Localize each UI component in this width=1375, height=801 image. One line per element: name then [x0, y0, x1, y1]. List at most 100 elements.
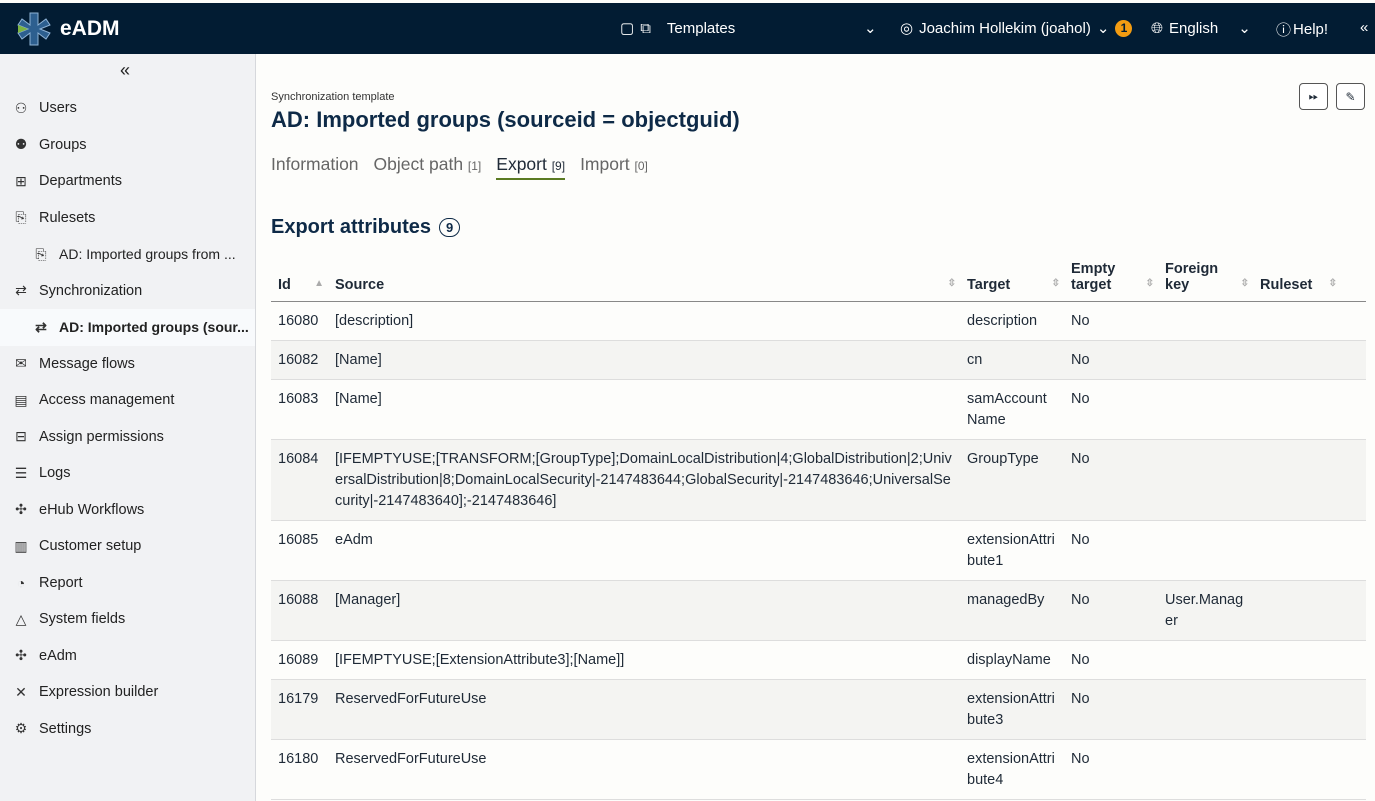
- sidebar-item-ehub-workflows[interactable]: ✣ eHub Workflows: [0, 492, 255, 529]
- tab-export[interactable]: Export [9]: [496, 154, 566, 180]
- sidebar-item-logs[interactable]: ☰ Logs: [0, 455, 255, 492]
- column-header-target[interactable]: Target ⇳: [960, 257, 1064, 302]
- sidebar-item-label: Assign permissions: [39, 428, 164, 445]
- cell-empty-target: No: [1064, 340, 1158, 380]
- column-header-source[interactable]: Source ⇳: [328, 257, 960, 302]
- template-selector[interactable]: ▢ ⧉ Templates: [620, 19, 735, 38]
- row-filler: [1341, 580, 1366, 641]
- sidebar-item-report[interactable]: ◔ Report: [0, 565, 255, 602]
- column-label: Target: [967, 276, 1011, 293]
- table-row[interactable]: 16082 [Name] cn No: [271, 340, 1366, 380]
- tab-label: Object path: [373, 154, 464, 174]
- column-header-foreign-key[interactable]: Foreign key ⇳: [1158, 257, 1253, 302]
- row-filler: [1341, 520, 1366, 581]
- cell-source: [description]: [328, 301, 960, 341]
- sort-icon[interactable]: ⇳: [1051, 277, 1060, 289]
- sidebar-item-access-management[interactable]: ▤ Access management: [0, 382, 255, 419]
- table-row[interactable]: 16088 [Manager] managedBy No User.Manager: [271, 580, 1366, 641]
- sidebar-item-eadm[interactable]: ✣ eAdm: [0, 638, 255, 675]
- table-row[interactable]: 16180 ReservedForFutureUse extensionAttrib…: [271, 739, 1366, 800]
- row-filler: [1341, 739, 1366, 800]
- help-label: Help!: [1293, 21, 1329, 38]
- table-row[interactable]: 16089 [IFEMPTYUSE;[ExtensionAttribute3];[…: [271, 640, 1366, 680]
- logo[interactable]: eADM: [16, 11, 120, 47]
- section-heading: Export attributes 9: [271, 216, 461, 239]
- cell-empty-target: No: [1064, 739, 1158, 800]
- sidebar-item-rulesets[interactable]: ⎘ Rulesets: [0, 200, 255, 237]
- tab-import[interactable]: Import [0]: [580, 154, 648, 180]
- page-title: AD: Imported groups (sourceid = objectgu…: [271, 107, 740, 132]
- cell-ruleset: [1253, 439, 1341, 521]
- globe-icon: 🌐︎: [1151, 19, 1164, 37]
- tab-information[interactable]: Information: [271, 154, 359, 180]
- table-row[interactable]: 16084 [IFEMPTYUSE;[TRANSFORM;[GroupType];…: [271, 439, 1366, 521]
- sidebar-item-label: Settings: [39, 720, 92, 737]
- cell-target: extensionAttribute1: [960, 520, 1064, 581]
- sidebar-item-system-fields[interactable]: △ System fields: [0, 601, 255, 638]
- cell-source: [Manager]: [328, 580, 960, 641]
- cell-foreign-key: [1158, 340, 1253, 380]
- sidebar-item-message-flows[interactable]: ✉ Message flows: [0, 346, 255, 383]
- language-selector[interactable]: 🌐︎ English ⌄: [1151, 19, 1251, 38]
- sidebar-item-ad-imported-groups-sour[interactable]: ⇄ AD: Imported groups (sour...: [0, 309, 255, 346]
- row-filler: [1341, 679, 1366, 740]
- column-header-ruleset[interactable]: Ruleset ⇳: [1253, 257, 1341, 302]
- sidebar-item-synchronization[interactable]: ⇄ Synchronization: [0, 273, 255, 310]
- sort-icon[interactable]: ⇳: [1240, 277, 1249, 289]
- column-header-empty-target[interactable]: Empty target ⇳: [1064, 257, 1158, 302]
- cell-empty-target: No: [1064, 520, 1158, 581]
- cell-empty-target: No: [1064, 580, 1158, 641]
- sidebar-item-label: AD: Imported groups (sour...: [59, 319, 249, 336]
- building-icon: ▥: [14, 537, 28, 554]
- sort-icon[interactable]: ⇳: [1145, 277, 1154, 289]
- column-label: Ruleset: [1260, 276, 1313, 293]
- sort-icon[interactable]: ⇳: [947, 277, 956, 289]
- chevron-down-icon[interactable]: ⌄: [864, 20, 877, 37]
- edit-button[interactable]: ✎: [1336, 83, 1365, 110]
- top-bar: eADM ▢ ⧉ Templates ⌄ ◎ Joachim Hollekim (j…: [0, 3, 1375, 54]
- tab-count: [1]: [467, 159, 482, 173]
- cell-source: [Name]: [328, 379, 960, 440]
- sidebar-item-label: eAdm: [39, 647, 77, 664]
- sidebar-item-departments[interactable]: ⊞ Departments: [0, 163, 255, 200]
- sidebar-item-label: Logs: [39, 465, 71, 482]
- cell-ruleset: [1253, 580, 1341, 641]
- sidebar-item-groups[interactable]: ⚉ Groups: [0, 127, 255, 164]
- cell-foreign-key: [1158, 640, 1253, 680]
- column-header-id[interactable]: Id ▲: [271, 257, 328, 302]
- sort-icon[interactable]: ⇳: [1328, 277, 1337, 289]
- cell-target: managedBy: [960, 580, 1064, 641]
- collapse-sidebar-icon[interactable]: «: [120, 60, 131, 80]
- sidebar-item-label: Rulesets: [39, 209, 96, 226]
- notification-badge[interactable]: 1: [1115, 19, 1133, 37]
- cell-empty-target: No: [1064, 679, 1158, 740]
- sidebar-item-customer-setup[interactable]: ▥ Customer setup: [0, 528, 255, 565]
- cell-foreign-key: [1158, 679, 1253, 740]
- sidebar-item-settings[interactable]: ⚙ Settings: [0, 711, 255, 748]
- cell-target: displayName: [960, 640, 1064, 680]
- tab-object-path[interactable]: Object path [1]: [374, 154, 482, 180]
- sidebar-item-label: Access management: [39, 392, 175, 409]
- user-menu[interactable]: ◎ Joachim Hollekim (joahol) ⌄ 1: [900, 19, 1133, 37]
- sidebar-item-users[interactable]: ⚇ Users: [0, 90, 255, 127]
- table-row[interactable]: 16083 [Name] samAccountName No: [271, 379, 1366, 440]
- cell-foreign-key: User.Manager: [1158, 580, 1253, 641]
- table-row[interactable]: 16080 [description] description No: [271, 301, 1366, 341]
- gear-icon: ⚙: [14, 720, 28, 737]
- table-row[interactable]: 16179 ReservedForFutureUse extensionAttrib…: [271, 679, 1366, 740]
- help-link[interactable]: ⓘ Help!: [1276, 19, 1328, 40]
- sidebar-item-label: Groups: [39, 136, 87, 153]
- sidebar-item-expression-builder[interactable]: ✕ Expression builder: [0, 674, 255, 711]
- table-row[interactable]: 16085 eAdm extensionAttribute1 No: [271, 520, 1366, 581]
- tabs: Information Object path [1] Export [9] Imp…: [271, 154, 648, 180]
- cell-target: samAccountName: [960, 379, 1064, 440]
- sort-icon[interactable]: ▲: [314, 277, 324, 289]
- run-button[interactable]: ⏩︎: [1299, 83, 1328, 110]
- collapse-header-icon[interactable]: «: [1360, 19, 1369, 36]
- cell-source: [IFEMPTYUSE;[TRANSFORM;[GroupType];Domai…: [328, 439, 960, 521]
- sync-icon: ⇄: [15, 282, 27, 299]
- cell-foreign-key: [1158, 739, 1253, 800]
- section-title: Export attributes: [271, 216, 432, 238]
- sidebar-item-assign-permissions[interactable]: ⊟ Assign permissions: [0, 419, 255, 456]
- sidebar-item-ad-imported-groups-from[interactable]: ⎘ AD: Imported groups from ...: [0, 236, 255, 273]
